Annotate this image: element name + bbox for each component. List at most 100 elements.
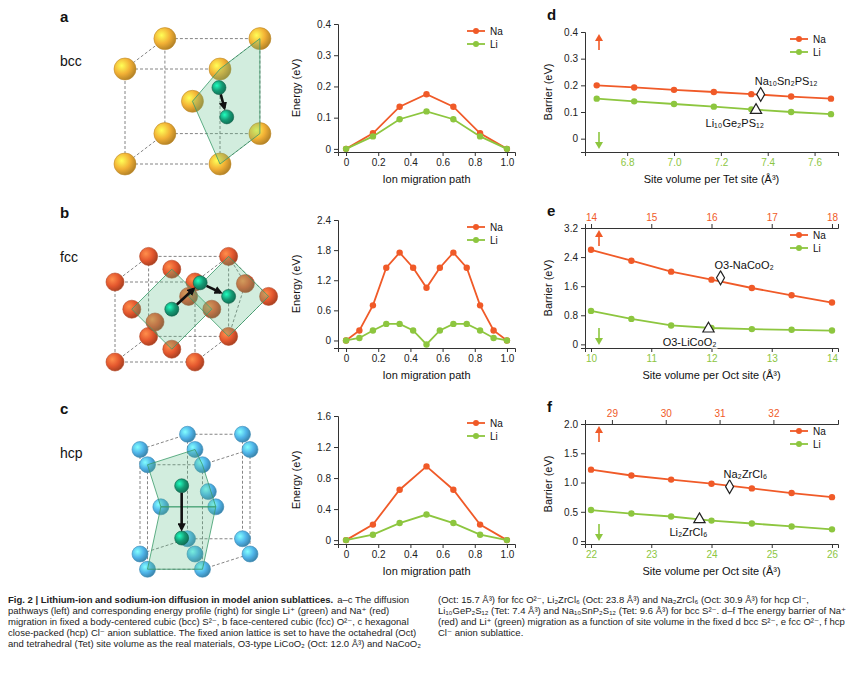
legend-marker	[473, 237, 479, 243]
tick-mark	[475, 152, 476, 156]
point	[671, 101, 677, 107]
tick: 0.8	[317, 473, 338, 484]
legend-marker	[473, 433, 479, 439]
tick: 0.1	[317, 112, 338, 123]
point	[749, 285, 755, 291]
point	[628, 510, 634, 516]
tick-label: 32	[768, 408, 780, 419]
y-axis-title: Barrier (eV)	[542, 260, 554, 317]
legend-label: Na	[813, 34, 826, 45]
tick: 0.2	[564, 80, 585, 91]
point	[464, 264, 470, 270]
point	[343, 337, 349, 343]
tick-mark	[712, 544, 713, 548]
tick: 0.2	[372, 348, 386, 364]
legend-marker	[796, 232, 802, 238]
tick: 0	[325, 144, 338, 155]
point	[396, 321, 402, 327]
lattice-edge	[125, 69, 126, 164]
tick: 0.8	[468, 348, 482, 364]
point	[829, 526, 835, 532]
point	[588, 466, 594, 472]
tick-label: 22	[586, 549, 598, 560]
legend: NaLi	[467, 26, 503, 50]
tick-label: 0	[344, 549, 350, 560]
tick-mark	[334, 340, 338, 341]
tick: 0.4	[564, 27, 585, 38]
cation-sphere	[222, 289, 236, 303]
tick: 0.5	[564, 507, 585, 518]
tick-label: 2.4	[564, 252, 578, 263]
point	[343, 537, 349, 543]
tick-label: 18	[827, 212, 839, 223]
anion-sphere	[235, 531, 251, 547]
tick-label: 0.2	[317, 81, 331, 92]
structure-label: bcc	[60, 53, 82, 69]
point	[668, 268, 674, 274]
tick-mark	[507, 348, 508, 352]
tick-mark	[721, 152, 722, 156]
axis-line	[581, 229, 586, 349]
point	[477, 302, 483, 308]
point	[396, 104, 402, 110]
point	[370, 531, 376, 537]
point	[343, 537, 349, 543]
annotations: Na₁₀Sn₂PS₁₂Li₁₀Ge₂PS₁₂	[706, 75, 818, 129]
point	[788, 93, 794, 99]
tick-label: 13	[767, 353, 779, 364]
tick-label: 1.5	[564, 448, 578, 459]
tick-label: 0.4	[317, 504, 331, 515]
series-line	[346, 253, 507, 341]
y-axis-title: Barrier (eV)	[542, 456, 554, 513]
legend-marker	[796, 245, 802, 251]
annotation-label: Li₂ZrCl₆	[669, 526, 707, 538]
axis-line	[339, 153, 516, 157]
tick-label: 0.8	[468, 157, 482, 168]
tick-mark	[772, 224, 773, 228]
x-axis-title: Site volume per Oct site (Å³)	[642, 565, 780, 577]
tick-mark	[674, 152, 675, 156]
tick: 14	[827, 348, 839, 364]
point	[708, 481, 714, 487]
tick-label: 0.6	[436, 157, 450, 168]
tick-mark	[410, 348, 411, 352]
tick: 0	[572, 339, 585, 350]
point	[828, 95, 834, 101]
point	[504, 537, 510, 543]
tick-label: 0.8	[468, 549, 482, 560]
polyhedron	[132, 269, 212, 349]
point	[711, 103, 717, 109]
caption-title: Fig. 2 | Lithium-ion and sodium-ion diff…	[8, 594, 333, 605]
axis-line	[339, 545, 516, 549]
structure-panel: bfcc	[60, 204, 278, 371]
tick: 1.6	[564, 281, 585, 292]
legend: NaLi	[790, 426, 826, 450]
tick-label: 0.4	[564, 27, 578, 38]
tick-label: 15	[646, 212, 658, 223]
point	[343, 146, 349, 152]
tick: 15	[646, 212, 658, 228]
annotation-marker	[757, 87, 765, 101]
tick-mark	[581, 32, 585, 33]
tick-label: 7.2	[714, 157, 728, 168]
tick-label: 16	[706, 212, 718, 223]
tick: 1.8	[317, 245, 338, 256]
tick-mark	[581, 85, 585, 86]
anion-sphere	[235, 426, 251, 442]
tick: 0	[325, 335, 338, 346]
point	[828, 111, 834, 117]
tick: 1.0	[564, 477, 585, 488]
anion-sphere	[106, 273, 124, 291]
legend-label: Na	[813, 426, 826, 437]
y-axis-title: Energy (eV)	[290, 255, 302, 314]
series-line	[591, 470, 832, 498]
cation-sphere	[212, 81, 226, 95]
legend-label: Li	[490, 431, 498, 442]
annotation-marker	[750, 104, 761, 114]
tick-mark	[334, 250, 338, 251]
tick-label: 0.2	[564, 80, 578, 91]
point	[370, 133, 376, 139]
axis-line	[334, 221, 339, 349]
tick: 7.0	[668, 152, 682, 168]
migration-arrow	[221, 94, 225, 108]
